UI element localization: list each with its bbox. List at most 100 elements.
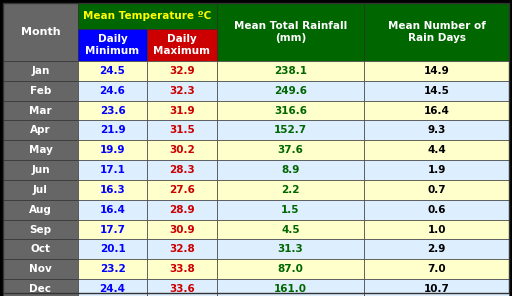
Bar [3,180,78,200]
Bar [78,140,147,160]
Text: 161.0: 161.0 [274,284,307,294]
Bar [217,61,364,81]
Text: Oct: Oct [30,244,51,254]
Bar [3,239,78,259]
Text: 19.9: 19.9 [100,145,125,155]
Text: 24.4: 24.4 [99,284,125,294]
Text: 21.9: 21.9 [100,126,125,135]
Text: 9.3: 9.3 [428,126,446,135]
Bar [78,279,147,296]
Text: 17.1: 17.1 [100,165,125,175]
Text: Mean Total Rainfall
(mm): Mean Total Rainfall (mm) [234,21,347,43]
Bar [147,239,217,259]
Text: Mean Temperature ºC: Mean Temperature ºC [83,11,211,21]
Text: Jun: Jun [31,165,50,175]
Text: 16.4: 16.4 [424,106,450,115]
Text: 87.0: 87.0 [278,264,303,274]
Text: Jul: Jul [33,185,48,195]
Bar [364,220,509,239]
Bar [78,180,147,200]
Bar [78,220,147,239]
Bar [3,200,78,220]
Bar [364,61,509,81]
Text: 0.7: 0.7 [428,185,446,195]
Bar [147,101,217,120]
Bar [147,81,217,101]
Bar [217,81,364,101]
Bar [364,180,509,200]
Bar [217,140,364,160]
Bar [78,29,147,61]
Text: 16.4: 16.4 [100,205,125,215]
Text: 2.9: 2.9 [428,244,446,254]
Bar [364,101,509,120]
Text: Daily
Maximum: Daily Maximum [154,34,210,56]
Text: 23.6: 23.6 [100,106,125,115]
Bar [364,3,509,61]
Text: 32.3: 32.3 [169,86,195,96]
Bar [78,81,147,101]
Text: 32.8: 32.8 [169,244,195,254]
Text: Mar: Mar [29,106,52,115]
Bar [3,101,78,120]
Text: 20.1: 20.1 [100,244,125,254]
Text: 30.2: 30.2 [169,145,195,155]
Text: 32.9: 32.9 [169,66,195,76]
Text: 17.7: 17.7 [99,225,125,234]
Bar [217,180,364,200]
Bar [364,140,509,160]
Bar [78,239,147,259]
Text: 0.6: 0.6 [428,205,446,215]
Text: Feb: Feb [30,86,51,96]
Bar [78,101,147,120]
Text: May: May [29,145,52,155]
Bar [217,200,364,220]
Bar [78,259,147,279]
Text: 10.7: 10.7 [424,284,450,294]
Text: Daily
Minimum: Daily Minimum [86,34,140,56]
Bar [147,279,217,296]
Bar [147,200,217,220]
Bar [217,279,364,296]
Bar [364,200,509,220]
Text: 14.9: 14.9 [424,66,450,76]
Bar [217,160,364,180]
Bar [147,29,217,61]
Bar [147,160,217,180]
Bar [78,61,147,81]
Bar [364,239,509,259]
Bar [3,120,78,140]
Text: 33.8: 33.8 [169,264,195,274]
Bar [3,61,78,81]
Text: 30.9: 30.9 [169,225,195,234]
Text: 16.3: 16.3 [100,185,125,195]
Bar [364,259,509,279]
Text: 23.2: 23.2 [100,264,125,274]
Bar [147,120,217,140]
Text: 33.6: 33.6 [169,284,195,294]
Text: 14.5: 14.5 [424,86,450,96]
Bar [147,61,217,81]
Text: Jan: Jan [31,66,50,76]
Bar [78,3,217,29]
Bar [217,239,364,259]
Text: 2.2: 2.2 [281,185,300,195]
Text: 4.5: 4.5 [281,225,300,234]
Bar [147,140,217,160]
Bar [78,160,147,180]
Text: 27.6: 27.6 [169,185,195,195]
Bar [364,81,509,101]
Text: 4.4: 4.4 [428,145,446,155]
Text: Nov: Nov [29,264,52,274]
Bar [3,220,78,239]
Text: 8.9: 8.9 [281,165,300,175]
Bar [78,200,147,220]
Bar [217,220,364,239]
Bar [3,279,78,296]
Text: 28.9: 28.9 [169,205,195,215]
Text: 1.5: 1.5 [281,205,300,215]
Bar [147,259,217,279]
Text: 238.1: 238.1 [274,66,307,76]
Text: 7.0: 7.0 [428,264,446,274]
Text: 316.6: 316.6 [274,106,307,115]
